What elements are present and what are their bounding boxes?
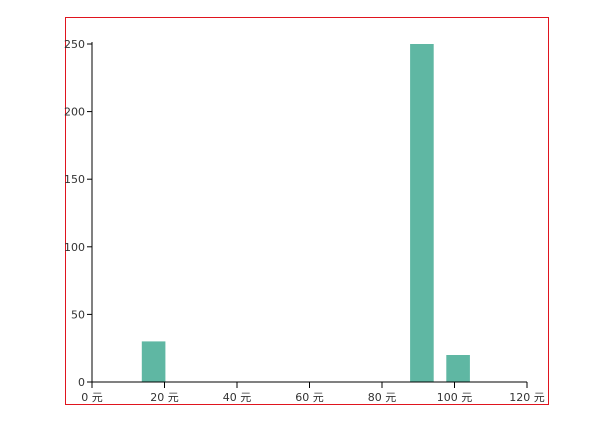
x-tick-label: 60 元: [295, 391, 324, 404]
chart-frame: [65, 17, 549, 405]
ticks-layer: 0 50 100 150 200 250 0 元 20 元 40 元 60 元 80 元 100 元 1…: [64, 38, 545, 404]
y-tick-label: 250: [64, 38, 85, 51]
y-tick-label: 200: [64, 106, 85, 119]
x-tick-label: 100 元: [437, 391, 473, 404]
x-tick-label: 80 元: [368, 391, 397, 404]
x-tick-label: 20 元: [150, 391, 179, 404]
axes-layer: [91, 42, 527, 383]
x-tick-label: 40 元: [223, 391, 252, 404]
bars-layer: [141, 44, 470, 382]
bar-0: [141, 341, 166, 382]
x-tick-label: 120 元: [509, 391, 545, 404]
bar-2: [446, 355, 470, 382]
bar-1: [410, 44, 434, 382]
y-tick-label: 0: [78, 376, 85, 389]
y-tick-label: 50: [71, 308, 85, 321]
y-tick-label: 100: [64, 241, 85, 254]
y-tick-label: 150: [64, 173, 85, 186]
x-tick-label: 0 元: [81, 391, 103, 404]
